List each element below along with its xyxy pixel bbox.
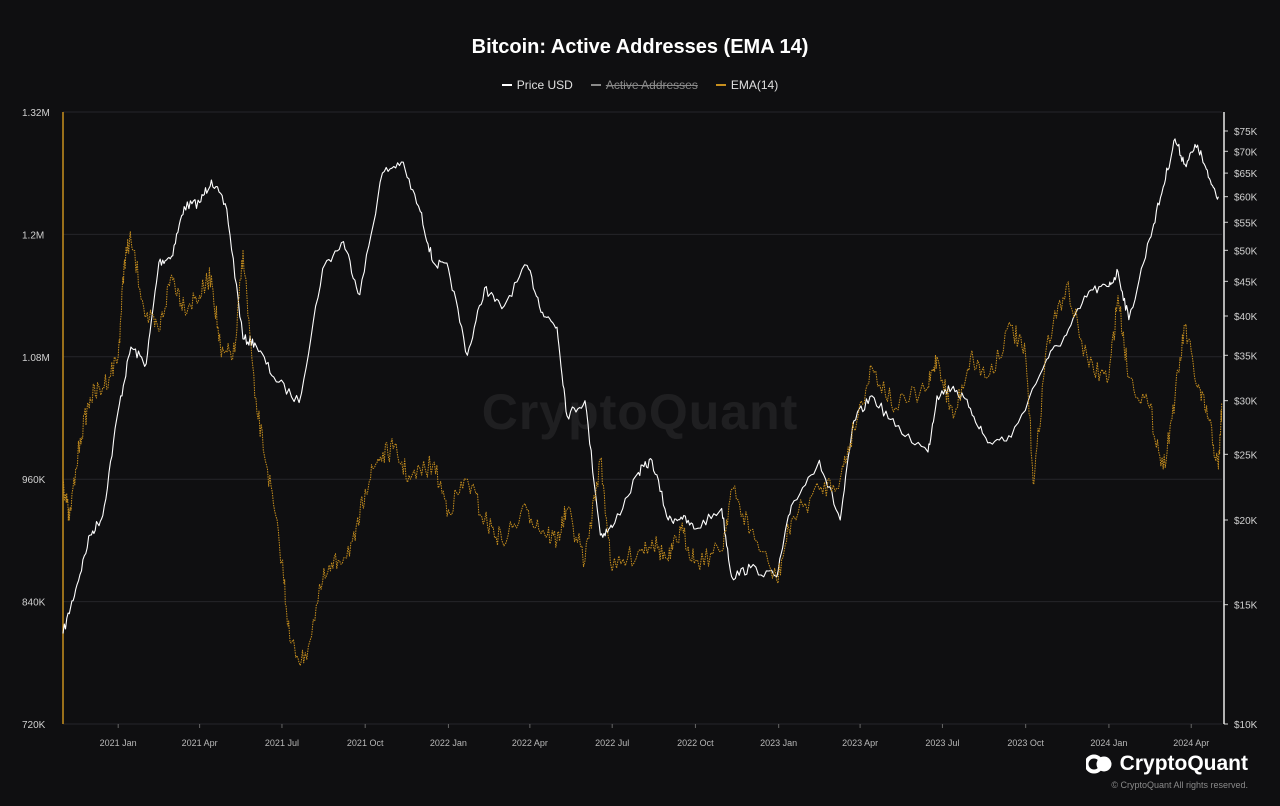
left-axis-tick-label: 720K <box>22 720 46 731</box>
left-axis-tick-label: 960K <box>22 475 46 486</box>
x-axis-tick-label: 2022 Oct <box>677 738 714 748</box>
right-axis-tick-label: $60K <box>1234 193 1258 204</box>
series-line-ema14 <box>62 231 1223 666</box>
x-axis-tick-label: 2021 Jan <box>100 738 137 748</box>
x-axis-tick-label: 2021 Jul <box>265 738 299 748</box>
x-axis-tick-label: 2021 Oct <box>347 738 384 748</box>
legend-label-price-usd: Price USD <box>516 78 573 92</box>
right-axis-tick-label: $75K <box>1234 127 1258 138</box>
x-axis-tick-label: 2023 Jan <box>760 738 797 748</box>
x-axis-tick-label: 2021 Apr <box>182 738 218 748</box>
x-axis-tick-label: 2024 Apr <box>1173 738 1209 748</box>
right-axis-tick-label: $25K <box>1234 450 1258 461</box>
x-axis-tick-label: 2022 Apr <box>512 738 548 748</box>
right-axis-tick-label: $15K <box>1234 601 1258 612</box>
brand-logo-block: CryptoQuant <box>1085 752 1248 776</box>
series-line-price-usd <box>62 138 1219 634</box>
brand-name: CryptoQuant <box>1119 752 1248 775</box>
left-axis-tick-label: 1.08M <box>22 353 50 364</box>
x-axis-tick-label: 2022 Jan <box>430 738 467 748</box>
right-axis-tick-label: $65K <box>1234 169 1258 180</box>
chart-title: Bitcoin: Active Addresses (EMA 14) <box>471 36 809 58</box>
legend-swatch-active-addresses <box>590 84 601 86</box>
right-axis-tick-label: $20K <box>1234 516 1258 527</box>
legend-item-active-addresses[interactable]: Active Addresses <box>590 78 698 92</box>
watermark: CryptoQuant <box>481 384 799 440</box>
cryptoquant-logo-icon <box>1085 754 1112 774</box>
right-axis-tick-label: $70K <box>1234 147 1258 158</box>
x-axis-tick-label: 2023 Oct <box>1007 738 1044 748</box>
left-axis-tick-label: 840K <box>22 598 46 609</box>
legend-swatch-price-usd <box>501 84 512 86</box>
right-axis-tick-label: $50K <box>1234 246 1258 257</box>
right-axis-tick-label: $35K <box>1234 351 1258 362</box>
right-axis-tick-label: $40K <box>1234 312 1258 323</box>
x-axis-tick-label: 2024 Jan <box>1090 738 1127 748</box>
legend-item-ema14[interactable]: EMA(14) <box>715 78 779 92</box>
x-axis-tick-label: 2023 Apr <box>842 738 878 748</box>
legend-label-active-addresses: Active Addresses <box>605 78 698 92</box>
chart-legend: Price USD Active Addresses EMA(14) <box>0 78 1280 92</box>
legend-swatch-ema14 <box>715 84 726 86</box>
legend-label-ema14: EMA(14) <box>730 78 779 92</box>
left-axis-tick-label: 1.2M <box>22 230 44 241</box>
left-axis-tick-label: 1.32M <box>22 108 50 119</box>
x-axis-tick-label: 2023 Jul <box>925 738 959 748</box>
right-axis-tick-label: $10K <box>1234 720 1258 731</box>
x-axis-tick-label: 2022 Jul <box>595 738 629 748</box>
right-axis-tick-label: $30K <box>1234 397 1258 408</box>
right-axis-tick-label: $45K <box>1234 277 1258 288</box>
copyright-text: © CryptoQuant All rights reserved. <box>1111 780 1248 790</box>
right-axis-tick-label: $55K <box>1234 218 1258 229</box>
legend-item-price-usd[interactable]: Price USD <box>501 78 573 92</box>
